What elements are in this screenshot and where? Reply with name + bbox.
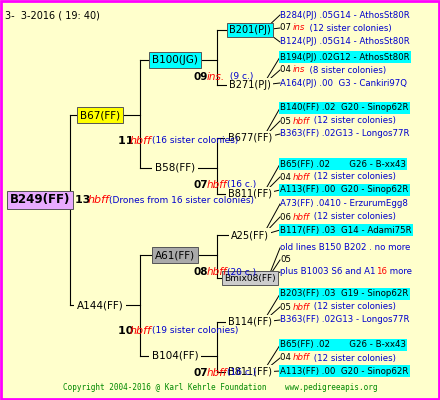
Text: B677(FF): B677(FF) bbox=[228, 133, 272, 143]
Text: B811(FF): B811(FF) bbox=[228, 367, 272, 377]
Text: B363(FF) .02G13 - Longos77R: B363(FF) .02G13 - Longos77R bbox=[280, 316, 410, 324]
Text: A164(PJ) .00  G3 - Cankiri97Q: A164(PJ) .00 G3 - Cankiri97Q bbox=[280, 78, 407, 88]
Text: (12 sister colonies): (12 sister colonies) bbox=[311, 212, 396, 222]
Text: (12 sister colonies): (12 sister colonies) bbox=[311, 302, 396, 312]
Text: B117(FF) .03  G14 - Adami75R: B117(FF) .03 G14 - Adami75R bbox=[280, 226, 412, 234]
Text: hbff: hbff bbox=[88, 195, 110, 205]
Text: 13: 13 bbox=[75, 195, 94, 205]
Text: ins.: ins. bbox=[207, 72, 225, 82]
Text: hbff: hbff bbox=[207, 180, 227, 190]
Text: B67(FF): B67(FF) bbox=[80, 110, 120, 120]
Text: 05: 05 bbox=[280, 302, 294, 312]
Text: hbff: hbff bbox=[293, 116, 310, 126]
Text: B114(FF): B114(FF) bbox=[228, 317, 272, 327]
Text: B203(FF) .03  G19 - Sinop62R: B203(FF) .03 G19 - Sinop62R bbox=[280, 290, 408, 298]
Text: (8 sister colonies): (8 sister colonies) bbox=[304, 66, 386, 74]
Text: hbff: hbff bbox=[207, 267, 227, 277]
Text: (16 c.): (16 c.) bbox=[227, 180, 256, 190]
Text: B58(FF): B58(FF) bbox=[155, 163, 195, 173]
Text: (19 sister colonies): (19 sister colonies) bbox=[152, 326, 238, 336]
Text: (16 c.): (16 c.) bbox=[227, 368, 256, 378]
Text: (16 sister colonies): (16 sister colonies) bbox=[152, 136, 238, 146]
Text: (9 c.): (9 c.) bbox=[227, 72, 253, 82]
Text: Copyright 2004-2016 @ Karl Kehrle Foundation    www.pedigreeapis.org: Copyright 2004-2016 @ Karl Kehrle Founda… bbox=[63, 383, 377, 392]
Text: hbff: hbff bbox=[130, 136, 152, 146]
Text: A144(FF): A144(FF) bbox=[77, 300, 123, 310]
Text: B124(PJ) .05G14 - AthosSt80R: B124(PJ) .05G14 - AthosSt80R bbox=[280, 38, 410, 46]
Text: old lines B150 B202 . no more: old lines B150 B202 . no more bbox=[280, 244, 411, 252]
Text: B65(FF) .02       G26 - B-xx43: B65(FF) .02 G26 - B-xx43 bbox=[280, 160, 406, 168]
Text: 04: 04 bbox=[280, 66, 294, 74]
Text: A113(FF) .00  G20 - Sinop62R: A113(FF) .00 G20 - Sinop62R bbox=[280, 186, 408, 194]
Text: (12 sister colonies): (12 sister colonies) bbox=[311, 116, 396, 126]
Text: A73(FF) .0410 - ErzurumEgg8: A73(FF) .0410 - ErzurumEgg8 bbox=[280, 200, 408, 208]
Text: 16: 16 bbox=[376, 268, 387, 276]
Text: 04: 04 bbox=[280, 354, 294, 362]
Text: Bmix08(FF): Bmix08(FF) bbox=[224, 274, 276, 282]
Text: B284(PJ) .05G14 - AthosSt80R: B284(PJ) .05G14 - AthosSt80R bbox=[280, 10, 410, 20]
Text: 08: 08 bbox=[193, 267, 208, 277]
Text: 07: 07 bbox=[193, 368, 208, 378]
Text: 05: 05 bbox=[280, 116, 294, 126]
Text: B271(PJ): B271(PJ) bbox=[229, 80, 271, 90]
Text: A25(FF): A25(FF) bbox=[231, 230, 269, 240]
Text: hbff: hbff bbox=[293, 354, 310, 362]
Text: B65(FF) .02       G26 - B-xx43: B65(FF) .02 G26 - B-xx43 bbox=[280, 340, 406, 350]
Text: ins: ins bbox=[293, 24, 305, 32]
Text: (20 c.): (20 c.) bbox=[227, 268, 256, 276]
Text: more: more bbox=[387, 268, 412, 276]
Text: A61(FF): A61(FF) bbox=[155, 250, 195, 260]
Text: (12 sister colonies): (12 sister colonies) bbox=[311, 172, 396, 182]
Text: (12 sister colonies): (12 sister colonies) bbox=[304, 24, 392, 32]
Text: plus B1003 S6 and A1: plus B1003 S6 and A1 bbox=[280, 268, 375, 276]
Text: 09: 09 bbox=[193, 72, 207, 82]
Text: 11: 11 bbox=[118, 136, 137, 146]
Text: 06: 06 bbox=[280, 212, 294, 222]
Text: 07: 07 bbox=[193, 180, 208, 190]
Text: 04: 04 bbox=[280, 172, 294, 182]
Text: B140(FF) .02  G20 - Sinop62R: B140(FF) .02 G20 - Sinop62R bbox=[280, 104, 408, 112]
Text: B363(FF) .02G13 - Longos77R: B363(FF) .02G13 - Longos77R bbox=[280, 130, 410, 138]
Text: hbff: hbff bbox=[207, 368, 227, 378]
Text: B811(FF): B811(FF) bbox=[228, 189, 272, 199]
Text: (12 sister colonies): (12 sister colonies) bbox=[311, 354, 396, 362]
Text: (Drones from 16 sister colonies): (Drones from 16 sister colonies) bbox=[109, 196, 254, 204]
Text: B194(PJ) .02G12 - AthosSt80R: B194(PJ) .02G12 - AthosSt80R bbox=[280, 52, 410, 62]
Text: 07: 07 bbox=[280, 24, 294, 32]
Text: B100(JG): B100(JG) bbox=[152, 55, 198, 65]
Text: B201(PJ): B201(PJ) bbox=[229, 25, 271, 35]
Text: hbff: hbff bbox=[130, 326, 152, 336]
Text: hbff: hbff bbox=[293, 172, 310, 182]
Text: B104(FF): B104(FF) bbox=[152, 351, 198, 361]
Text: 3-  3-2016 ( 19: 40): 3- 3-2016 ( 19: 40) bbox=[5, 10, 100, 20]
Text: 05: 05 bbox=[280, 256, 291, 264]
Text: B249(FF): B249(FF) bbox=[10, 194, 70, 206]
Text: ins: ins bbox=[293, 66, 305, 74]
Text: hbff: hbff bbox=[293, 302, 310, 312]
Text: 10: 10 bbox=[118, 326, 137, 336]
Text: hbff: hbff bbox=[293, 212, 310, 222]
Text: A113(FF) .00  G20 - Sinop62R: A113(FF) .00 G20 - Sinop62R bbox=[280, 366, 408, 376]
